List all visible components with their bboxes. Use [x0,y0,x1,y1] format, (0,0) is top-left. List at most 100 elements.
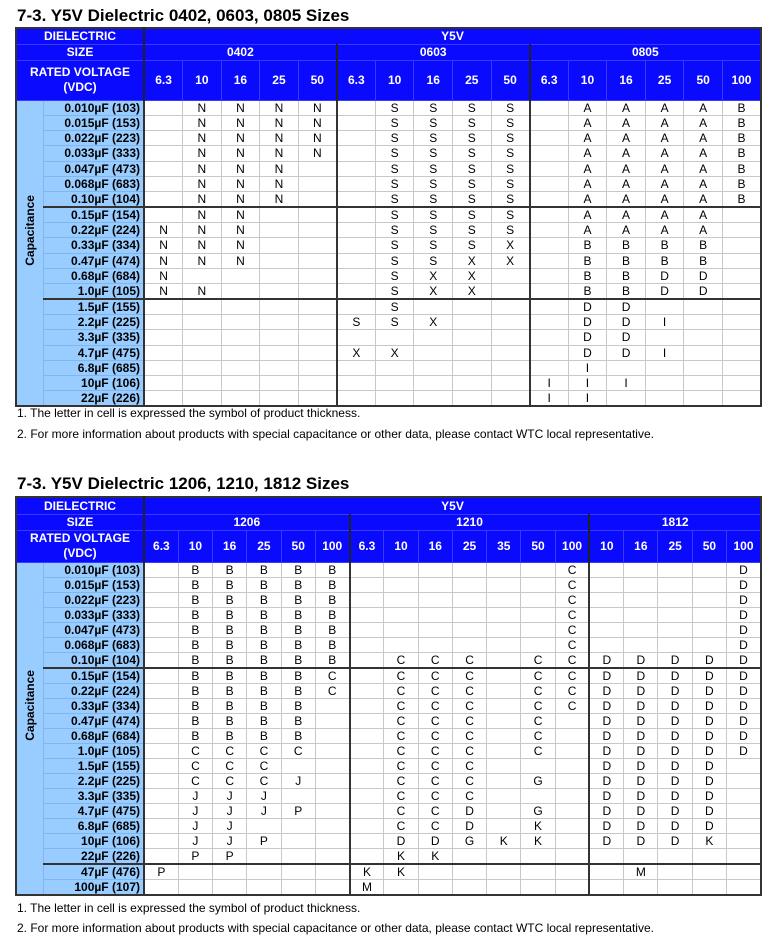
thickness-code-cell [623,606,659,623]
capacitance-value: 0.033µF (333) [42,606,145,623]
voltage-header: 100 [314,529,351,563]
capacitance-value: 0.15µF (154) [42,206,145,223]
capacitance-value: 0.047µF (473) [42,621,145,638]
thickness-code-cell [554,787,590,804]
thickness-code-cell: K [486,832,522,849]
thickness-code-cell [486,697,522,714]
thickness-code-cell [721,374,762,392]
thickness-code-cell: D [588,832,625,849]
thickness-code-cell: I [644,344,685,361]
thickness-code-cell [683,359,723,377]
thickness-code-cell: X [413,313,453,331]
thickness-code-cell [486,787,522,804]
thickness-code-cell: B [644,237,685,254]
thickness-code-cell [721,221,762,239]
thickness-code-cell: P [246,832,282,849]
thickness-code-cell: D [726,561,762,578]
thickness-code-cell: A [606,129,646,147]
thickness-code-cell: D [726,712,762,729]
table-row: 0.047µF (473) N N N S S S S A A A A B [16,160,762,177]
thickness-code-cell: D [623,832,659,849]
thickness-code-cell: A [683,221,723,239]
thickness-code-cell [721,298,762,315]
thickness-code-cell: N [259,114,299,132]
thickness-code-cell [177,863,214,880]
thickness-code-cell: D [623,742,659,759]
thickness-code-cell: B [177,697,214,714]
thickness-code-cell: B [280,591,316,608]
thickness-code-cell [486,561,522,578]
thickness-code-cell: C [212,772,248,789]
thickness-code-cell [143,129,184,147]
thickness-code-cell: C [314,667,351,684]
dielectric-value: Y5V [143,496,762,515]
thickness-code-cell [528,344,569,361]
note: 1. The letter in cell is expressed the s… [17,901,361,915]
table-row: 0.033µF (333) B B B B B C D [16,606,762,623]
thickness-code-cell: N [259,129,299,147]
thickness-code-cell [691,863,728,880]
size-header: 1210 [348,513,590,531]
capacitance-label: Capacitance [15,99,44,407]
thickness-code-cell [486,651,522,669]
thickness-code-cell: J [177,787,214,804]
thickness-code-cell [520,847,556,865]
thickness-code-cell [554,757,590,774]
thickness-code-cell: C [451,742,488,759]
thickness-code-cell [142,817,179,834]
thickness-code-cell [297,374,338,392]
voltage-header: 25 [644,59,685,101]
thickness-code-cell: B [177,712,214,729]
thickness-code-cell [142,682,179,699]
thickness-code-cell: N [143,221,184,239]
thickness-code-cell [143,329,184,346]
thickness-code-cell: S [452,221,492,239]
thickness-code-cell: B [212,682,248,699]
thickness-code-cell [486,878,522,895]
table-row: 0.068µF (683) B B B B B C D [16,636,762,653]
thickness-code-cell [142,697,179,714]
thickness-code-cell: B [212,591,248,608]
voltage-header: 6.3 [528,59,569,101]
thickness-code-cell [374,329,415,346]
voltage-header: 50 [520,529,556,563]
thickness-code-cell [490,313,531,331]
thickness-code-cell [348,802,385,819]
thickness-code-cell: D [657,727,693,744]
capacitance-value: 0.22µF (224) [42,221,145,239]
thickness-code-cell: S [413,206,453,223]
thickness-code-cell: B [212,561,248,578]
thickness-code-cell: D [726,636,762,653]
thickness-code-cell [657,606,693,623]
thickness-code-cell [644,390,685,407]
thickness-code-cell [142,576,179,593]
thickness-code-cell [259,344,299,361]
thickness-code-cell [721,390,762,407]
capacitance-value: 0.022µF (223) [42,591,145,608]
thickness-code-cell: J [280,772,316,789]
size-header: 0402 [143,43,338,61]
thickness-code-cell [588,561,625,578]
capacitance-value: 1.5µF (155) [42,757,145,774]
thickness-code-cell [413,329,453,346]
thickness-code-cell [280,787,316,804]
thickness-code-cell: S [490,129,531,147]
capacitance-value: 1.0µF (105) [42,742,145,759]
thickness-code-cell [142,757,179,774]
thickness-code-cell [528,313,569,331]
thickness-code-cell [452,344,492,361]
thickness-code-cell: D [657,832,693,849]
thickness-code-cell: X [452,267,492,285]
thickness-code-cell [417,636,453,653]
thickness-code-cell [143,359,184,377]
thickness-code-cell: B [644,252,685,269]
thickness-code-cell: A [644,145,685,162]
thickness-code-cell [452,329,492,346]
thickness-code-cell: C [383,817,419,834]
thickness-code-cell [374,359,415,377]
thickness-code-cell [348,757,385,774]
thickness-code-cell [486,667,522,684]
table-row: 4.7µF (475) X X D D I [16,344,762,361]
thickness-code-cell: S [374,283,415,300]
thickness-code-cell: B [177,727,214,744]
